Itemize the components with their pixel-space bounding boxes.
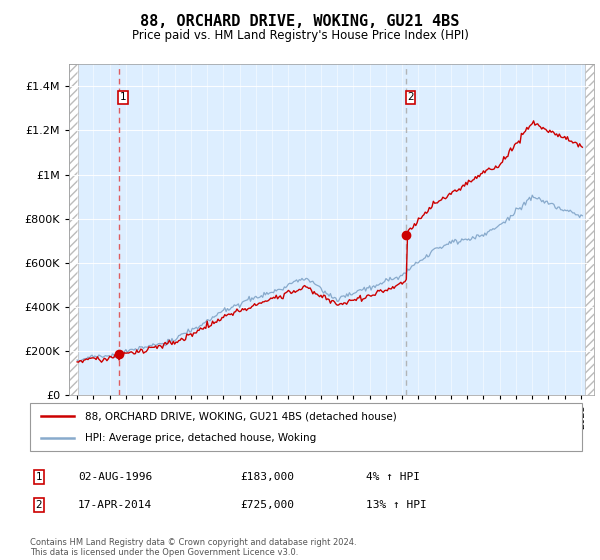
Text: 4% ↑ HPI: 4% ↑ HPI [366,472,420,482]
Text: 2: 2 [35,500,43,510]
Text: Contains HM Land Registry data © Crown copyright and database right 2024.
This d: Contains HM Land Registry data © Crown c… [30,538,356,557]
FancyBboxPatch shape [30,403,582,451]
Bar [585,64,594,395]
Text: 02-AUG-1996: 02-AUG-1996 [78,472,152,482]
Text: 13% ↑ HPI: 13% ↑ HPI [366,500,427,510]
Text: 88, ORCHARD DRIVE, WOKING, GU21 4BS (detached house): 88, ORCHARD DRIVE, WOKING, GU21 4BS (det… [85,411,397,421]
Bar [69,64,79,395]
Text: £725,000: £725,000 [240,500,294,510]
Text: Price paid vs. HM Land Registry's House Price Index (HPI): Price paid vs. HM Land Registry's House … [131,29,469,42]
Text: 1: 1 [120,92,127,102]
Text: 88, ORCHARD DRIVE, WOKING, GU21 4BS: 88, ORCHARD DRIVE, WOKING, GU21 4BS [140,14,460,29]
Text: HPI: Average price, detached house, Woking: HPI: Average price, detached house, Woki… [85,433,316,443]
Text: 17-APR-2014: 17-APR-2014 [78,500,152,510]
Text: £183,000: £183,000 [240,472,294,482]
Text: 1: 1 [35,472,43,482]
Text: 2: 2 [407,92,414,102]
